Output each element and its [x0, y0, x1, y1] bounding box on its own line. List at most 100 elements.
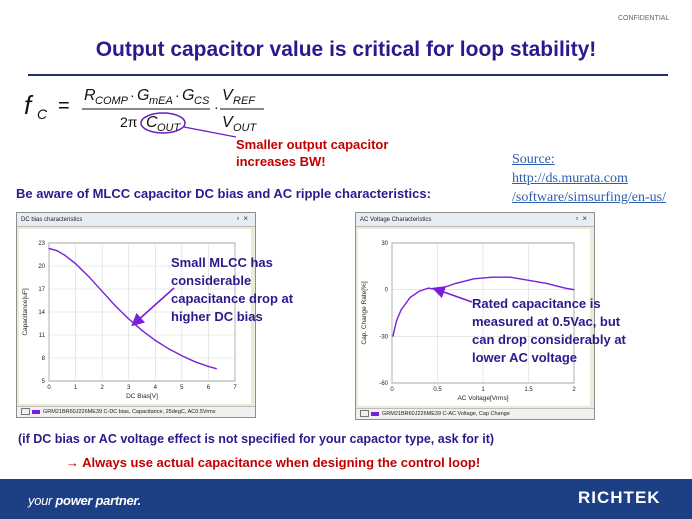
- x-tick-label: 1: [74, 385, 78, 391]
- legend-swatch-icon: [360, 410, 369, 418]
- data-point: [564, 287, 566, 289]
- dc-callout-line: capacitance drop at: [171, 291, 294, 306]
- x-tick-label: 1: [481, 387, 485, 393]
- formula-num4-sub: REF: [233, 95, 256, 107]
- formula-den3: V: [222, 114, 234, 131]
- data-point: [400, 309, 402, 311]
- source-label[interactable]: Source:: [512, 152, 555, 167]
- data-point: [546, 282, 548, 284]
- x-tick-label: 0.5: [433, 387, 442, 393]
- svg-text:·: ·: [175, 87, 180, 103]
- close-icon[interactable]: ×: [243, 214, 252, 223]
- dc-plot-area: 0 1 2 3 4 5 6 7 5 8 11 14 17 20 23 DC Bias[V] Capacitanc…: [19, 229, 251, 404]
- y-tick-label: -30: [379, 334, 388, 340]
- y-tick-label: 11: [39, 333, 46, 339]
- data-point: [48, 247, 50, 249]
- ac-callout-line: lower AC voltage: [472, 350, 577, 365]
- data-point: [395, 320, 398, 322]
- data-point: [128, 318, 130, 320]
- data-point: [427, 287, 429, 289]
- data-point: [215, 368, 217, 370]
- smaller-cap-note: Smaller output capacitor increases BW!: [236, 136, 388, 170]
- tagline-bold: power partner.: [55, 493, 141, 508]
- ac-window-status: GRM21BR60J226ME39 C-AC Voltage, Cap Chan…: [356, 408, 594, 419]
- formula-num2-sub: mEA: [149, 95, 173, 107]
- minimize-icon[interactable]: ▫: [575, 214, 583, 223]
- ac-callout-line: Rated capacitance is: [472, 296, 601, 311]
- actual-capacitance-note: → Always use actual capacitance when des…: [66, 455, 481, 470]
- close-icon[interactable]: ×: [582, 214, 591, 223]
- minimize-icon[interactable]: ▫: [236, 214, 244, 223]
- y-axis-label: Cap. Change Rate[%]: [361, 281, 368, 344]
- x-tick-label: 0: [47, 385, 51, 391]
- data-point: [88, 276, 90, 278]
- y-tick-label: 23: [38, 241, 45, 247]
- formula-lhs-sub: C: [37, 106, 48, 122]
- x-tick-label: 4: [154, 385, 158, 391]
- data-point: [154, 339, 156, 341]
- source-link-2[interactable]: /software/simsurfing/en-us/: [512, 190, 666, 205]
- data-point: [409, 296, 411, 298]
- note-pointer-line: [183, 126, 237, 138]
- formula-num2: G: [137, 87, 149, 104]
- tagline-regular: your: [28, 493, 53, 508]
- ac-plot-area: 0 0.5 1 1.5 2 30 0 -30 -60 AC Voltage[Vrms] Cap. C…: [358, 229, 590, 406]
- ac-callout-line: can drop considerably at: [472, 332, 626, 347]
- confidential-label: CONFIDENTIAL: [618, 15, 670, 22]
- source-link-1[interactable]: http://ds.murata.com: [512, 171, 628, 186]
- data-point: [392, 335, 394, 337]
- series-color-icon: [371, 411, 379, 416]
- data-point: [473, 278, 475, 280]
- formula-num3-sub: CS: [194, 95, 210, 107]
- ac-status-text: GRM21BR60J226ME39 C-AC Voltage, Cap Chan…: [382, 411, 510, 417]
- ac-callout-line: measured at 0.5Vac, but: [472, 314, 621, 329]
- footer-bar: [0, 479, 692, 519]
- data-point: [573, 289, 575, 291]
- data-point: [56, 250, 58, 252]
- x-tick-label: 3: [127, 385, 131, 391]
- y-tick-label: 8: [42, 356, 46, 362]
- title-divider: [28, 74, 668, 76]
- dc-status-text: GRM21BR60J226ME39 C-DC bias, Capacitance…: [43, 409, 216, 415]
- ac-voltage-chart: 0 0.5 1 1.5 2 30 0 -30 -60 AC Voltage[Vrms] Cap. C…: [361, 241, 576, 402]
- data-point: [194, 361, 196, 363]
- x-tick-label: 5: [180, 385, 184, 391]
- dc-callout-line: Small MLCC has: [171, 255, 273, 270]
- y-axis-label: Capacitance[uF]: [22, 288, 29, 336]
- svg-text:·: ·: [214, 99, 219, 115]
- y-tick-label: 17: [38, 287, 45, 293]
- data-point: [114, 305, 116, 307]
- data-point: [101, 290, 103, 292]
- y-tick-label: 20: [38, 264, 45, 270]
- slide-title: Output capacitor value is critical for l…: [95, 38, 597, 61]
- formula-num4: V: [222, 87, 234, 104]
- bandwidth-formula: f C = R COMP · G mEA · G CS 2π C OUT · V…: [24, 87, 264, 134]
- svg-text:=: =: [58, 95, 70, 117]
- x-tick-label: 2: [100, 385, 104, 391]
- legend-swatch-icon: [21, 408, 30, 416]
- data-point: [168, 348, 170, 350]
- y-tick-label: 30: [381, 241, 388, 247]
- dc-callout-line: considerable: [171, 273, 252, 288]
- data-point: [141, 329, 143, 331]
- ac-window-controls: ▫×: [575, 214, 591, 223]
- smaller-cap-note-line1: Smaller output capacitor: [236, 137, 389, 152]
- formula-num3: G: [182, 87, 194, 104]
- ac-voltage-callout: Rated capacitance is measured at 0.5Vac,…: [472, 295, 626, 367]
- formula-den2: C: [146, 114, 158, 131]
- formula-lhs: f: [24, 90, 34, 120]
- svg-text:·: ·: [130, 87, 135, 103]
- data-point: [509, 276, 511, 278]
- x-axis-label: AC Voltage[Vrms]: [457, 395, 508, 402]
- data-point: [75, 263, 77, 265]
- footer-tagline: your power partner.: [28, 493, 141, 508]
- formula-den1: 2π: [120, 114, 138, 130]
- data-point: [455, 282, 457, 284]
- data-point: [527, 279, 530, 281]
- data-point: [207, 365, 209, 367]
- x-tick-label: 6: [207, 385, 211, 391]
- y-tick-label: 5: [42, 379, 46, 385]
- richtek-logo: RICHTEK: [578, 488, 661, 507]
- y-tick-label: 0: [385, 288, 389, 294]
